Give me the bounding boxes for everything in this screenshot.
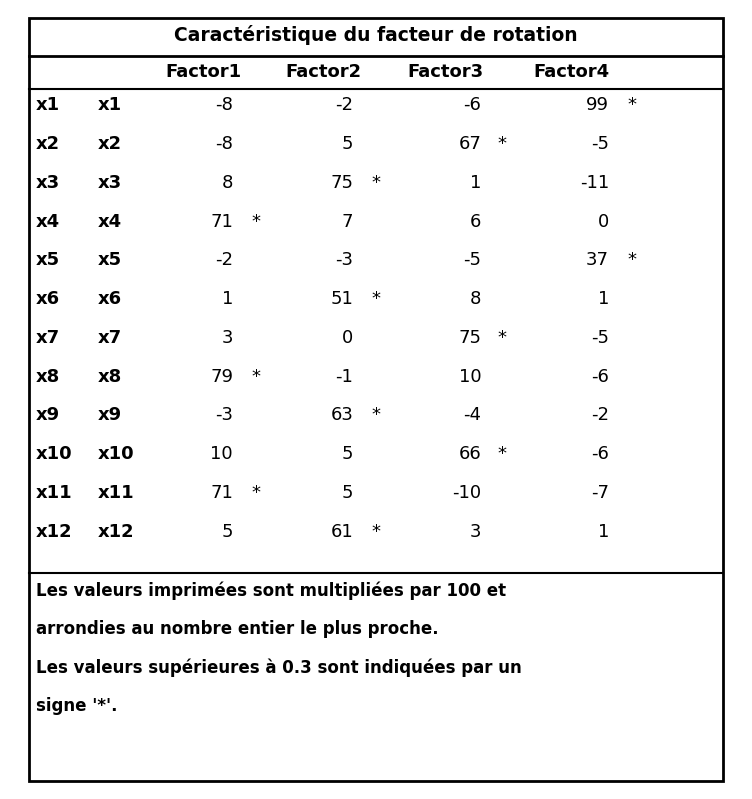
Text: 1: 1 bbox=[470, 174, 481, 192]
Text: 7: 7 bbox=[342, 213, 353, 231]
Text: *: * bbox=[251, 368, 260, 386]
Text: x10: x10 bbox=[98, 445, 135, 463]
Text: 75: 75 bbox=[330, 174, 353, 192]
Text: -2: -2 bbox=[591, 407, 609, 424]
Text: Les valeurs imprimées sont multipliées par 100 et: Les valeurs imprimées sont multipliées p… bbox=[36, 582, 506, 600]
Text: *: * bbox=[627, 97, 636, 114]
Text: x3: x3 bbox=[36, 174, 60, 192]
Text: Factor1: Factor1 bbox=[165, 63, 241, 81]
Text: *: * bbox=[627, 252, 636, 269]
Text: arrondies au nombre entier le plus proche.: arrondies au nombre entier le plus proch… bbox=[36, 620, 438, 638]
Text: 5: 5 bbox=[342, 135, 353, 153]
Text: *: * bbox=[498, 135, 507, 153]
Text: x6: x6 bbox=[36, 290, 60, 308]
Text: x9: x9 bbox=[36, 407, 60, 424]
Text: -2: -2 bbox=[215, 252, 233, 269]
Text: 66: 66 bbox=[459, 445, 481, 463]
Text: 61: 61 bbox=[331, 523, 353, 541]
Text: 1: 1 bbox=[598, 523, 609, 541]
Text: -8: -8 bbox=[215, 97, 233, 114]
Text: -11: -11 bbox=[580, 174, 609, 192]
Text: 10: 10 bbox=[459, 368, 481, 386]
Text: -5: -5 bbox=[591, 135, 609, 153]
Text: *: * bbox=[371, 407, 381, 424]
Text: x8: x8 bbox=[36, 368, 60, 386]
Text: 0: 0 bbox=[598, 213, 609, 231]
Text: 1: 1 bbox=[222, 290, 233, 308]
Text: *: * bbox=[371, 174, 381, 192]
Text: -10: -10 bbox=[452, 484, 481, 502]
Text: -5: -5 bbox=[591, 329, 609, 347]
Text: x11: x11 bbox=[36, 484, 73, 502]
Text: 79: 79 bbox=[210, 368, 233, 386]
Text: 8: 8 bbox=[470, 290, 481, 308]
Text: -7: -7 bbox=[591, 484, 609, 502]
Text: *: * bbox=[371, 523, 381, 541]
Text: -6: -6 bbox=[591, 445, 609, 463]
Text: 37: 37 bbox=[586, 252, 609, 269]
Text: 99: 99 bbox=[586, 97, 609, 114]
Text: Factor2: Factor2 bbox=[285, 63, 362, 81]
Text: x11: x11 bbox=[98, 484, 135, 502]
Text: Factor3: Factor3 bbox=[407, 63, 484, 81]
Text: *: * bbox=[251, 484, 260, 502]
Text: x10: x10 bbox=[36, 445, 73, 463]
Text: x9: x9 bbox=[98, 407, 122, 424]
Text: 6: 6 bbox=[470, 213, 481, 231]
Text: 71: 71 bbox=[211, 213, 233, 231]
Text: 3: 3 bbox=[222, 329, 233, 347]
Text: 8: 8 bbox=[222, 174, 233, 192]
Text: signe '*'.: signe '*'. bbox=[36, 697, 117, 715]
Text: 5: 5 bbox=[342, 445, 353, 463]
Text: 0: 0 bbox=[342, 329, 353, 347]
Text: -2: -2 bbox=[335, 97, 353, 114]
Text: 10: 10 bbox=[211, 445, 233, 463]
Text: -3: -3 bbox=[335, 252, 353, 269]
Text: 5: 5 bbox=[342, 484, 353, 502]
Text: x12: x12 bbox=[98, 523, 135, 541]
Text: x5: x5 bbox=[36, 252, 60, 269]
Text: x8: x8 bbox=[98, 368, 122, 386]
Text: x5: x5 bbox=[98, 252, 122, 269]
Text: x12: x12 bbox=[36, 523, 73, 541]
Text: *: * bbox=[498, 329, 507, 347]
Text: 63: 63 bbox=[331, 407, 353, 424]
Text: 3: 3 bbox=[470, 523, 481, 541]
Text: Les valeurs supérieures à 0.3 sont indiquées par un: Les valeurs supérieures à 0.3 sont indiq… bbox=[36, 658, 522, 677]
Text: x2: x2 bbox=[98, 135, 122, 153]
Text: x7: x7 bbox=[98, 329, 122, 347]
Text: *: * bbox=[371, 290, 381, 308]
Text: Factor4: Factor4 bbox=[533, 63, 610, 81]
Text: x4: x4 bbox=[98, 213, 122, 231]
Text: -6: -6 bbox=[463, 97, 481, 114]
Text: -3: -3 bbox=[215, 407, 233, 424]
Text: 1: 1 bbox=[598, 290, 609, 308]
Text: -6: -6 bbox=[591, 368, 609, 386]
Text: *: * bbox=[498, 445, 507, 463]
Text: 67: 67 bbox=[459, 135, 481, 153]
Text: x1: x1 bbox=[98, 97, 122, 114]
Text: x1: x1 bbox=[36, 97, 60, 114]
Text: x3: x3 bbox=[98, 174, 122, 192]
Text: 51: 51 bbox=[331, 290, 353, 308]
Text: 75: 75 bbox=[458, 329, 481, 347]
Text: 5: 5 bbox=[222, 523, 233, 541]
Text: x6: x6 bbox=[98, 290, 122, 308]
Text: -4: -4 bbox=[463, 407, 481, 424]
Text: x2: x2 bbox=[36, 135, 60, 153]
Text: -1: -1 bbox=[335, 368, 353, 386]
Text: x4: x4 bbox=[36, 213, 60, 231]
Text: x7: x7 bbox=[36, 329, 60, 347]
Text: 71: 71 bbox=[211, 484, 233, 502]
Text: -8: -8 bbox=[215, 135, 233, 153]
Text: -5: -5 bbox=[463, 252, 481, 269]
Text: *: * bbox=[251, 213, 260, 231]
Text: Caractéristique du facteur de rotation: Caractéristique du facteur de rotation bbox=[174, 25, 578, 46]
